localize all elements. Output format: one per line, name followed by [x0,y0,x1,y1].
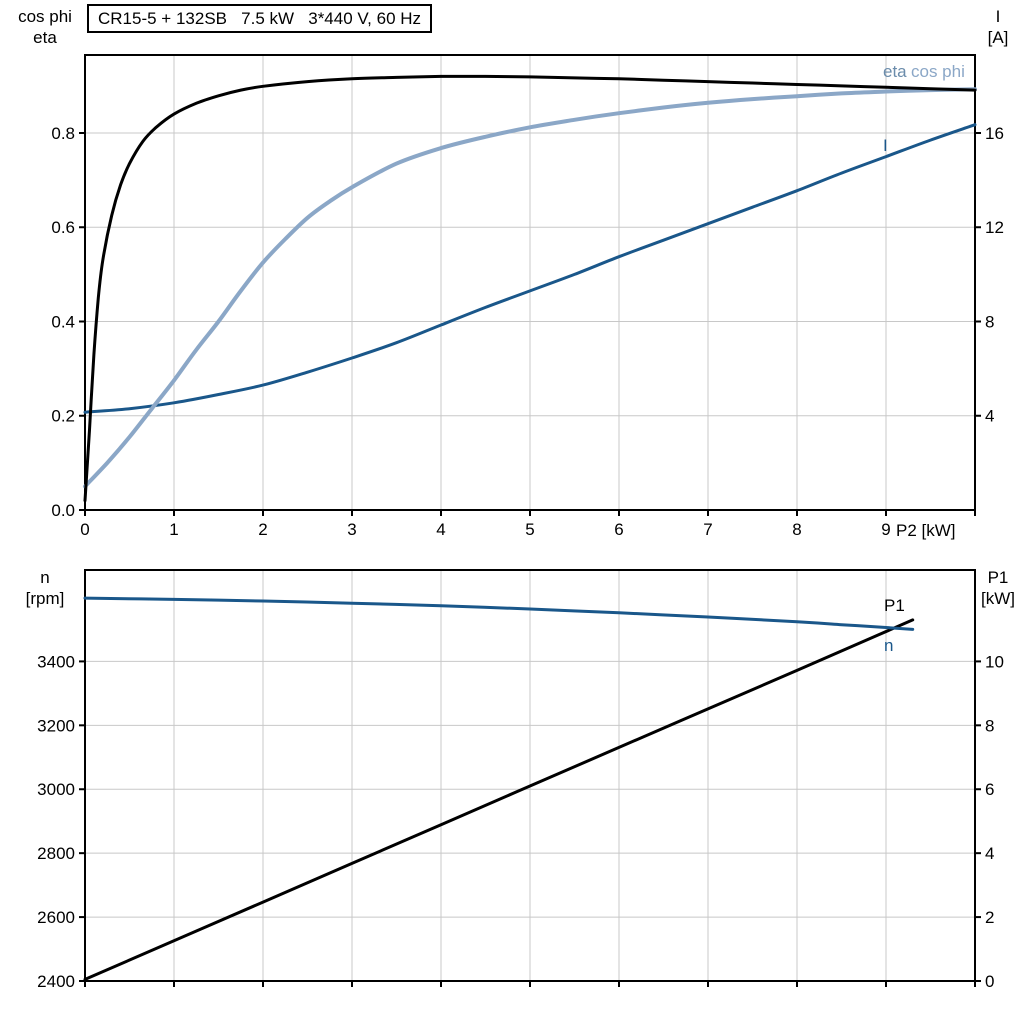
svg-text:3200: 3200 [37,716,75,735]
svg-text:8: 8 [792,520,801,539]
rpm-unit-header-line: [rpm] [25,589,65,608]
p1-curve [83,618,915,981]
svg-text:10: 10 [985,652,1004,671]
svg-text:7: 7 [703,520,712,539]
svg-text:8: 8 [985,312,994,331]
svg-text:0.6: 0.6 [51,218,75,237]
svg-text:2600: 2600 [37,908,75,927]
cos-phi-curve-label: cos phi [911,62,965,81]
svg-text:9: 9 [881,520,890,539]
svg-text:4: 4 [985,407,994,426]
kw-unit-header-line: [kW] [981,589,1015,608]
svg-text:0.4: 0.4 [51,312,75,331]
svg-text:0: 0 [985,972,994,991]
svg-text:4: 4 [436,520,445,539]
svg-text:0: 0 [80,520,89,539]
cos-phi-axis-header-line: cos phi [18,7,72,26]
svg-text:4: 4 [985,844,994,863]
svg-text:8: 8 [985,716,994,735]
bottom-left-axis-header: n [rpm] [6,567,84,609]
bottom-chart: 2400 2600 2800 3000 3200 3400 0 2 4 6 8 10 [37,569,1004,991]
svg-text:0.2: 0.2 [51,407,75,426]
eta-axis-header-line: eta [33,28,57,47]
current-axis-header-line: I [995,7,1001,26]
svg-text:3400: 3400 [37,652,75,671]
svg-text:2800: 2800 [37,844,75,863]
svg-text:3: 3 [347,520,356,539]
top-right-axis-header: I [A] [976,6,1020,48]
cos-phi-curve [83,74,977,503]
i-curve [83,123,977,414]
speed-curve-label: n [884,636,894,655]
top-left-axis-header: cos phi eta [6,6,84,48]
svg-text:0.0: 0.0 [51,501,75,520]
p1-curve-label: P1 [884,596,905,615]
eta-curve [83,87,977,489]
svg-text:2: 2 [985,908,994,927]
n-curve [83,596,915,631]
svg-text:16: 16 [985,124,1004,143]
ampere-unit-header-line: [A] [987,28,1009,47]
svg-text:3000: 3000 [37,780,75,799]
bottom-right-axis-header: P1 [kW] [976,567,1020,609]
chart-title-box: CR15-5 + 132SB 7.5 kW 3*440 V, 60 Hz [87,4,433,33]
p1-axis-header-line: P1 [987,568,1009,587]
svg-text:6: 6 [985,780,994,799]
svg-text:2: 2 [258,520,267,539]
svg-text:0.8: 0.8 [51,124,75,143]
svg-text:5: 5 [525,520,534,539]
svg-text:12: 12 [985,218,1004,237]
speed-axis-header-line: n [40,568,50,587]
x-axis-unit-label: P2 [kW] [896,521,956,540]
svg-text:1: 1 [169,520,178,539]
current-curve-label: I [883,136,888,155]
svg-text:6: 6 [614,520,623,539]
svg-text:2400: 2400 [37,972,75,991]
eta-curve-label: eta [883,62,907,81]
